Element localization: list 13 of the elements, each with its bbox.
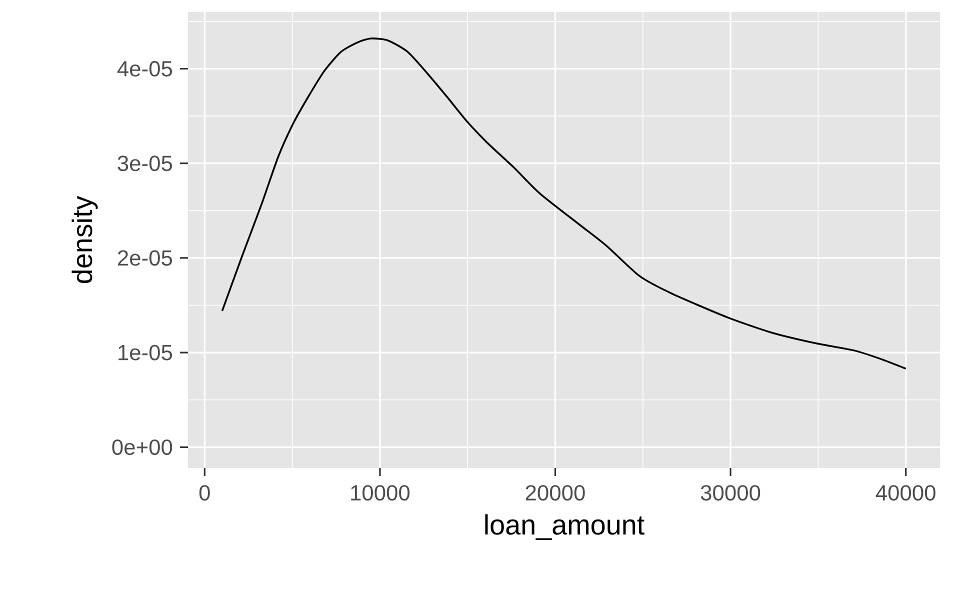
x-tick-label: 20000	[526, 485, 585, 501]
y-tick-label: 4e-05	[117, 61, 172, 77]
x-tick-label: 40000	[876, 485, 936, 501]
y-tick-label: 1e-05	[118, 344, 172, 360]
line-series	[221, 38, 907, 370]
x-tick-label: 0	[199, 485, 210, 501]
y-tick-label: 3e-05	[118, 156, 172, 172]
x-tick-label: 30000	[700, 485, 760, 501]
x-axis-title: loan_amount	[485, 514, 644, 540]
y-tick-label: 0e+00	[112, 439, 172, 455]
y-axis-title: density	[72, 196, 98, 284]
y-tick-label: 2e-05	[118, 250, 172, 266]
x-tick-label: 10000	[351, 485, 410, 501]
